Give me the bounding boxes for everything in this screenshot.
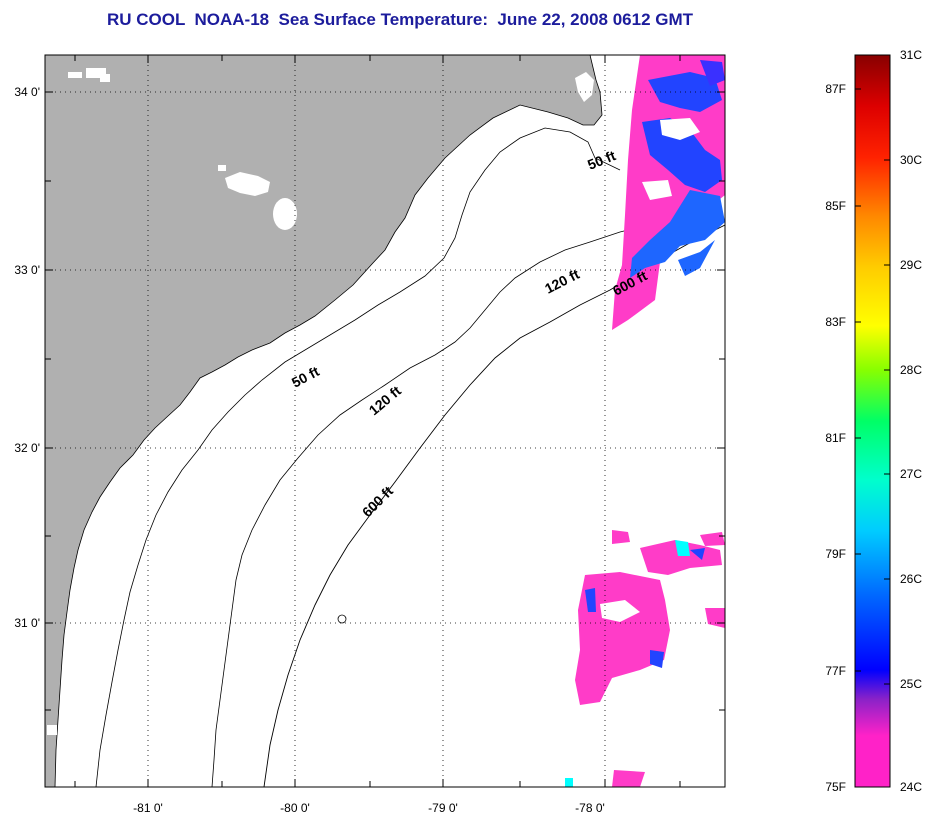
fahrenheit-tick-label: 75F bbox=[825, 780, 846, 794]
fahrenheit-tick-label: 85F bbox=[825, 199, 846, 213]
inland-water bbox=[47, 68, 594, 735]
celsius-tick-label: 27C bbox=[900, 467, 922, 481]
celsius-tick-label: 30C bbox=[900, 153, 922, 167]
sst-colorbar: 31C 30C 29C 28C 27C 26C 25C 24C 87F 85F … bbox=[825, 48, 922, 794]
fahrenheit-tick-label: 87F bbox=[825, 82, 846, 96]
lat-tick-label: 34 0' bbox=[14, 85, 40, 99]
celsius-tick-label: 24C bbox=[900, 780, 922, 794]
land-mass bbox=[45, 55, 603, 787]
sst-patch-northeast bbox=[612, 55, 725, 330]
lon-tick-label: -79 0' bbox=[428, 801, 458, 815]
seamount-ring bbox=[337, 614, 347, 624]
colorbar-ticks bbox=[855, 54, 890, 788]
map-title: RU COOL NOAA-18 Sea Surface Temperature:… bbox=[106, 10, 694, 29]
colorbar-gradient bbox=[854, 54, 891, 788]
fahrenheit-tick-label: 79F bbox=[825, 547, 846, 561]
celsius-tick-label: 31C bbox=[900, 48, 922, 62]
fahrenheit-tick-label: 77F bbox=[825, 664, 846, 678]
lat-tick-label: 31 0' bbox=[14, 616, 40, 630]
celsius-tick-label: 29C bbox=[900, 258, 922, 272]
celsius-tick-label: 28C bbox=[900, 363, 922, 377]
lat-tick-label: 33 0' bbox=[14, 263, 40, 277]
celsius-tick-label: 25C bbox=[900, 677, 922, 691]
axis-ticks bbox=[45, 55, 725, 787]
celsius-tick-label: 26C bbox=[900, 572, 922, 586]
lon-tick-label: -80 0' bbox=[280, 801, 310, 815]
fahrenheit-tick-label: 81F bbox=[825, 431, 846, 445]
graticule bbox=[45, 55, 725, 787]
fahrenheit-tick-label: 83F bbox=[825, 315, 846, 329]
sst-patch-southeast bbox=[565, 530, 725, 787]
lat-tick-label: 32 0' bbox=[14, 441, 40, 455]
lon-tick-label: -81 0' bbox=[133, 801, 163, 815]
contour-120ft bbox=[211, 224, 649, 787]
map-panel: -81 0' -80 0' -79 0' -78 0' 34 0' 33 0' … bbox=[14, 54, 726, 815]
lon-tick-label: -78 0' bbox=[575, 801, 605, 815]
map-frame bbox=[44, 54, 726, 788]
